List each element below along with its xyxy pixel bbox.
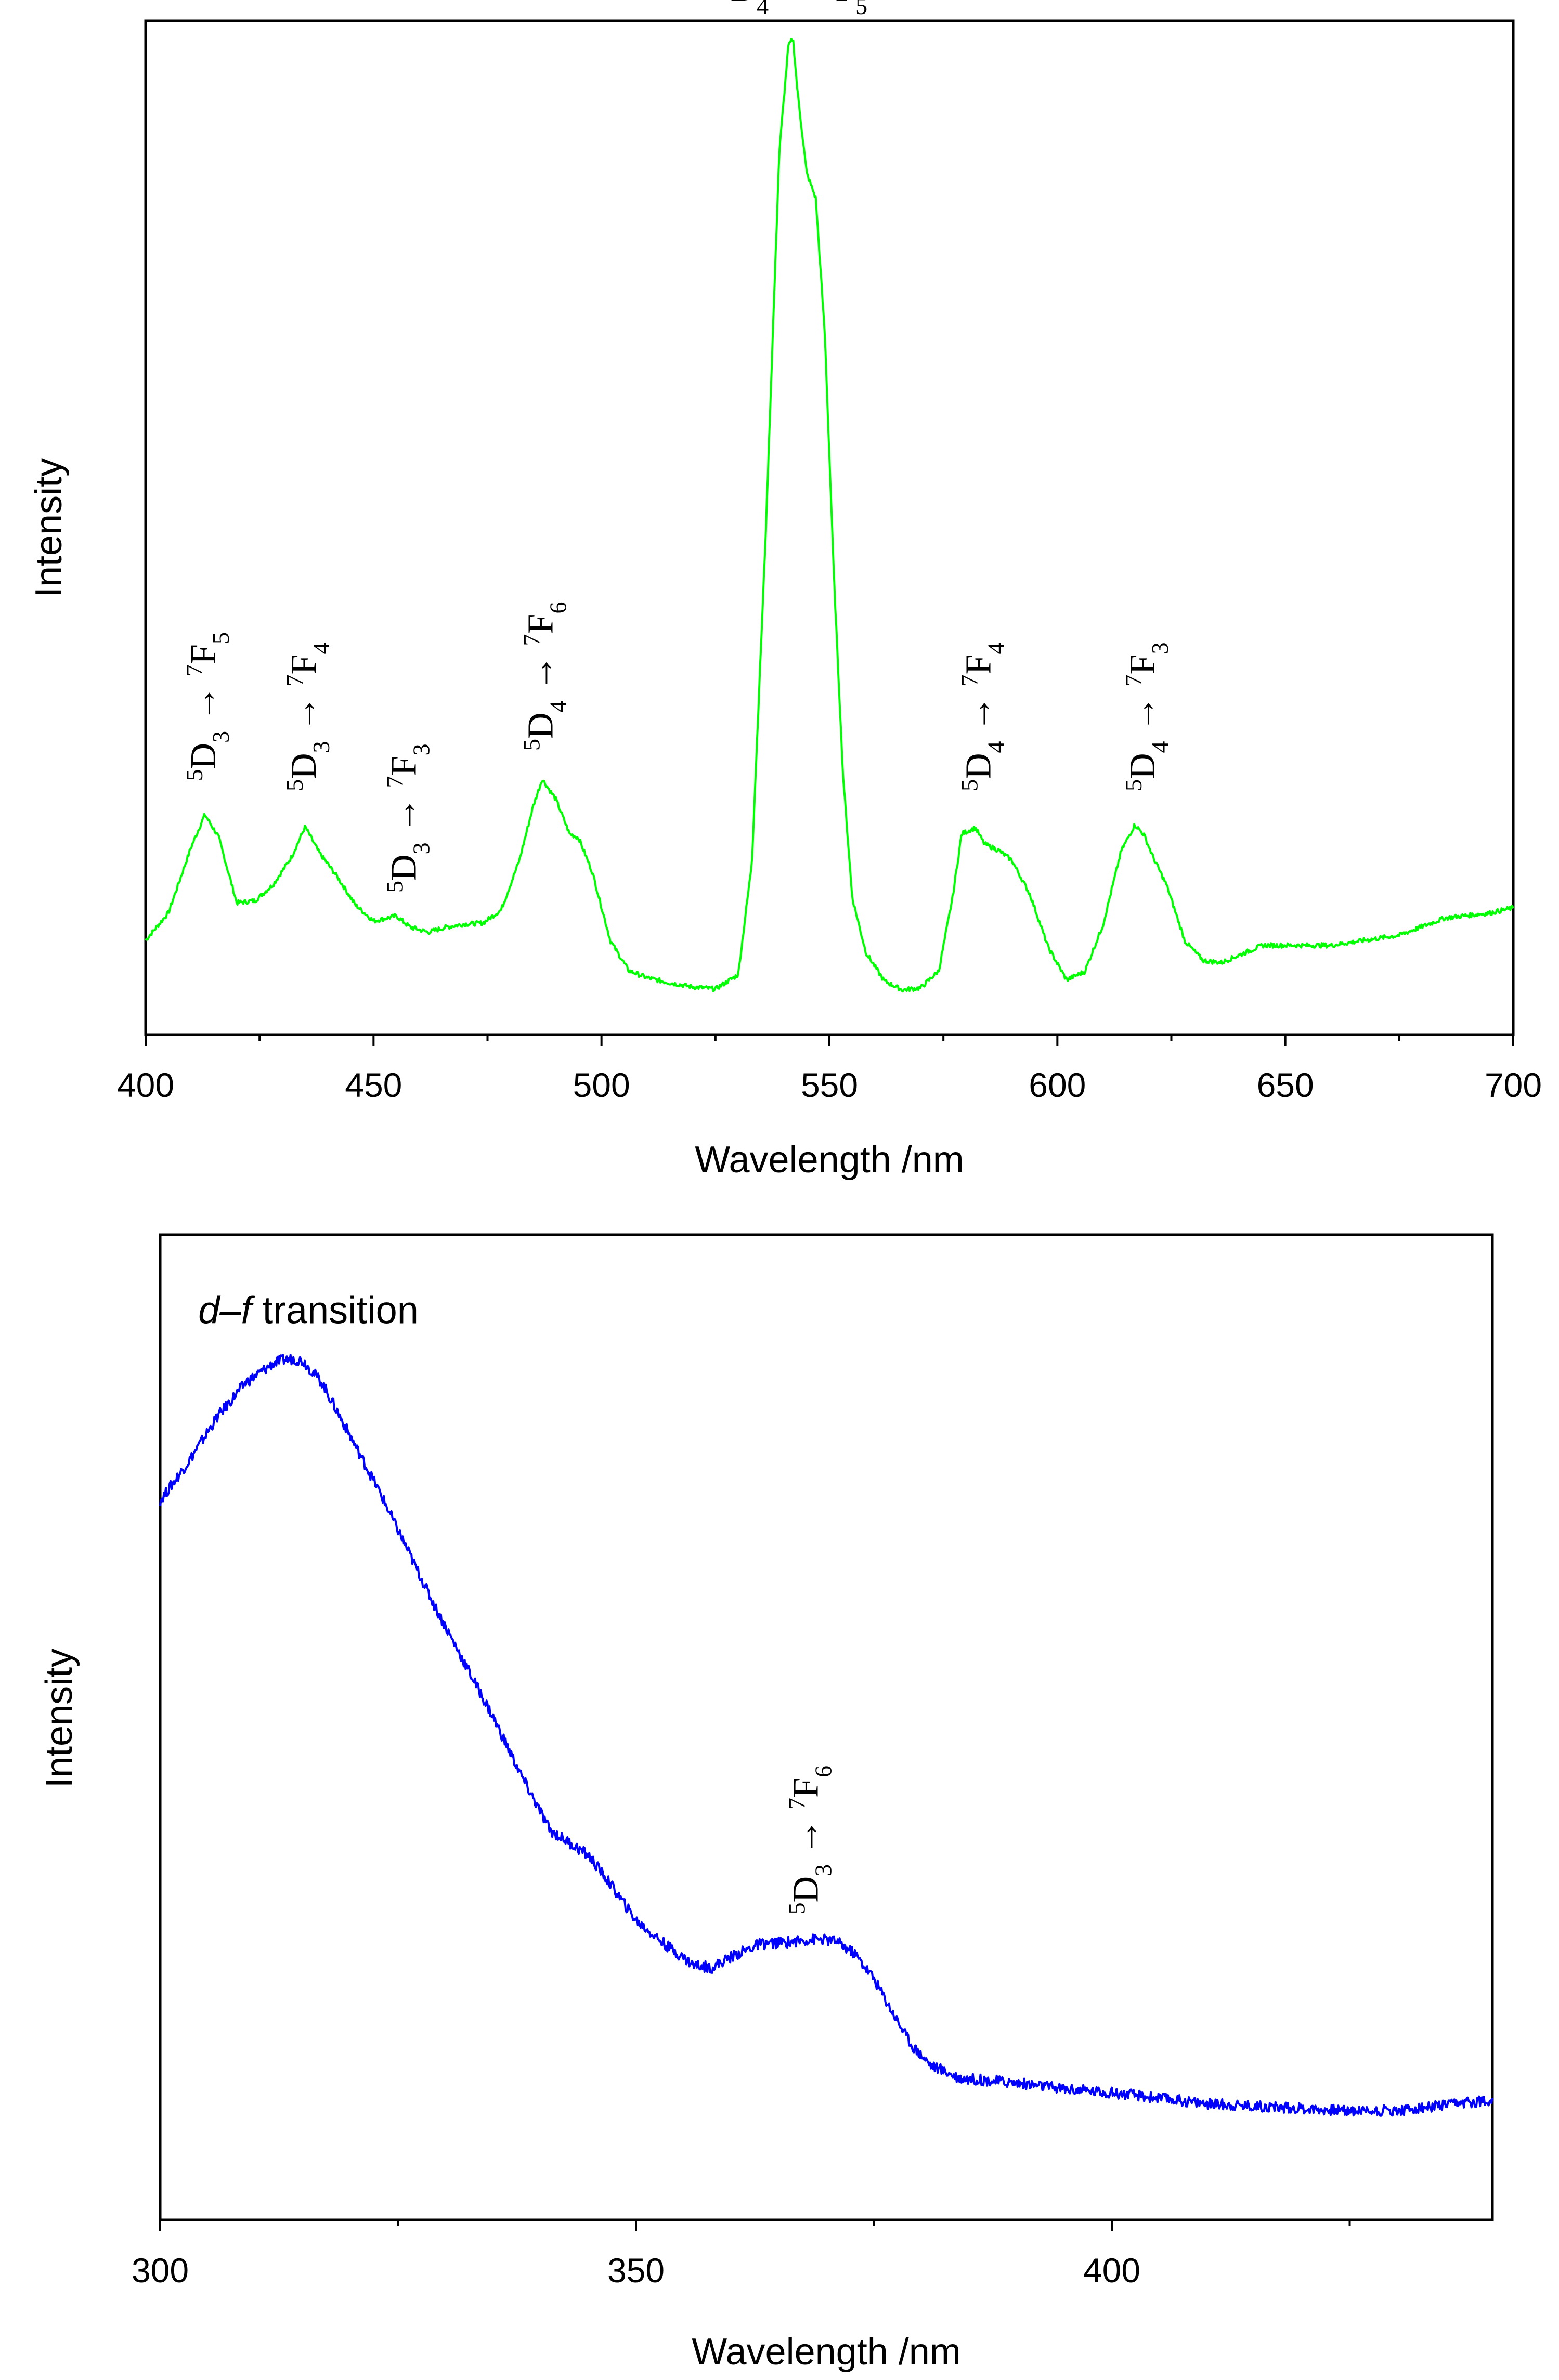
emission-spectrum-panel: Wavelength /nm Intensity 400 450 500 550 600… [28, 0, 1542, 1181]
annotations: 5D3 → 7F6 d–f transition [198, 1289, 836, 1915]
x-tick-label: 450 [345, 1066, 402, 1104]
x-tick-labels: 300 350 400 [132, 2251, 1140, 2290]
x-axis-label: Wavelength /nm [692, 2331, 961, 2373]
x-tick-label: 400 [1083, 2251, 1140, 2290]
x-tick-label: 700 [1485, 1066, 1542, 1104]
annotation-label: d–f transition [198, 1289, 419, 1332]
x-tick-label: 300 [132, 2251, 189, 2290]
x-tick-label: 650 [1257, 1066, 1314, 1104]
x-tick-label: 500 [573, 1066, 630, 1104]
transition-label: 5D4 → 7F3 [1120, 643, 1173, 792]
series-line-excitation [159, 1354, 1493, 2117]
x-axis-label: Wavelength /nm [695, 1139, 964, 1181]
x-ticks [159, 2220, 1351, 2231]
y-axis-label: Intensity [38, 1649, 80, 1788]
transition-label: 5D4 → 7F5 [719, 0, 868, 19]
x-tick-label: 600 [1029, 1066, 1086, 1104]
plot-frame [144, 19, 1515, 1036]
transition-label: 5D3 → 7F3 [381, 744, 434, 893]
x-ticks [145, 1035, 1514, 1046]
x-tick-label: 400 [117, 1066, 174, 1104]
x-tick-label: 550 [801, 1066, 858, 1104]
plot-frame [159, 1233, 1494, 2221]
plot-area [145, 38, 1514, 993]
transition-label: 5D3 → 7F5 [180, 632, 233, 781]
transition-label: 5D4 → 7F4 [956, 643, 1009, 792]
transition-label: 5D3 → 7F4 [281, 643, 334, 792]
plot-area [159, 1354, 1493, 2117]
x-tick-labels: 400 450 500 550 600 650 700 [117, 1066, 1542, 1104]
y-axis-label: Intensity [28, 458, 70, 597]
transition-label: 5D3 → 7F6 [783, 1766, 836, 1915]
x-tick-label: 350 [607, 2251, 665, 2290]
excitation-spectrum-panel: Wavelength /nm Intensity 300 350 400 5D3 →… [38, 1233, 1494, 2373]
annotations: 5D3 → 7F5 5D3 → 7F4 5D3 → 7F3 5D4 → 7F6 5D4 … [180, 0, 1173, 893]
series-line-emission [145, 38, 1514, 993]
transition-label: 5D4 → 7F6 [518, 602, 571, 751]
